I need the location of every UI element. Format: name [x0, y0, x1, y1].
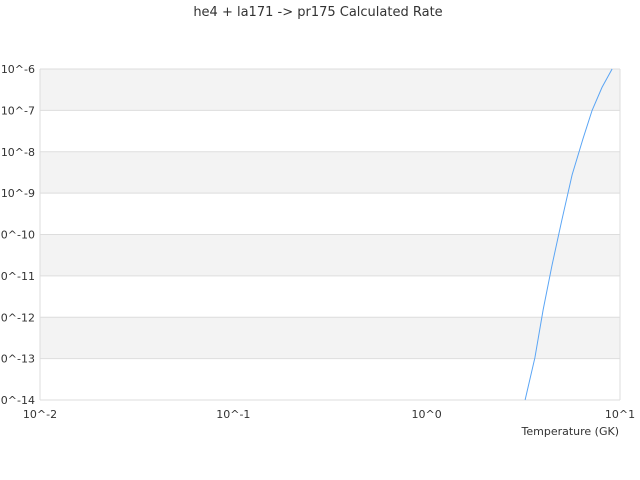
- plot-band: [40, 69, 620, 111]
- y-tick-label: 10^-14: [0, 394, 35, 407]
- y-tick-label: 10^-6: [1, 63, 35, 76]
- y-tick-label: 10^-10: [0, 229, 35, 242]
- x-tick-label: 10^1: [605, 408, 635, 421]
- chart-title: he4 + la171 -> pr175 Calculated Rate: [193, 5, 442, 20]
- x-tick-label: 10^-2: [23, 408, 57, 421]
- plot-band: [40, 358, 620, 400]
- y-tick-label: 10^-13: [0, 353, 35, 366]
- y-axis-ticks: 10^-6 10^-7 10^-8 10^-9 10^-10 10^-11 10^-12 10…: [0, 63, 35, 407]
- y-tick-label: 10^-9: [1, 187, 35, 200]
- grid-lines: [39, 68, 621, 401]
- plot-band: [40, 234, 620, 276]
- plot-band: [40, 275, 620, 318]
- x-tick-label: 10^-1: [216, 408, 250, 421]
- plot-band: [40, 193, 620, 235]
- plot-band: [40, 317, 620, 359]
- plot-bands: [40, 69, 620, 400]
- x-axis-label: Temperature (GK): [521, 425, 620, 438]
- plot-band: [40, 151, 620, 194]
- y-tick-label: 10^-8: [1, 146, 35, 159]
- x-tick-label: 10^0: [412, 408, 442, 421]
- y-tick-label: 10^-7: [1, 104, 35, 117]
- rate-line: [524, 68, 613, 401]
- y-tick-label: 10^-12: [0, 311, 35, 324]
- x-axis-ticks: 10^-2 10^-1 10^0 10^1: [23, 408, 635, 421]
- y-tick-label: 10^-11: [0, 270, 35, 283]
- series-layer: [524, 68, 613, 401]
- plot-band: [40, 110, 620, 152]
